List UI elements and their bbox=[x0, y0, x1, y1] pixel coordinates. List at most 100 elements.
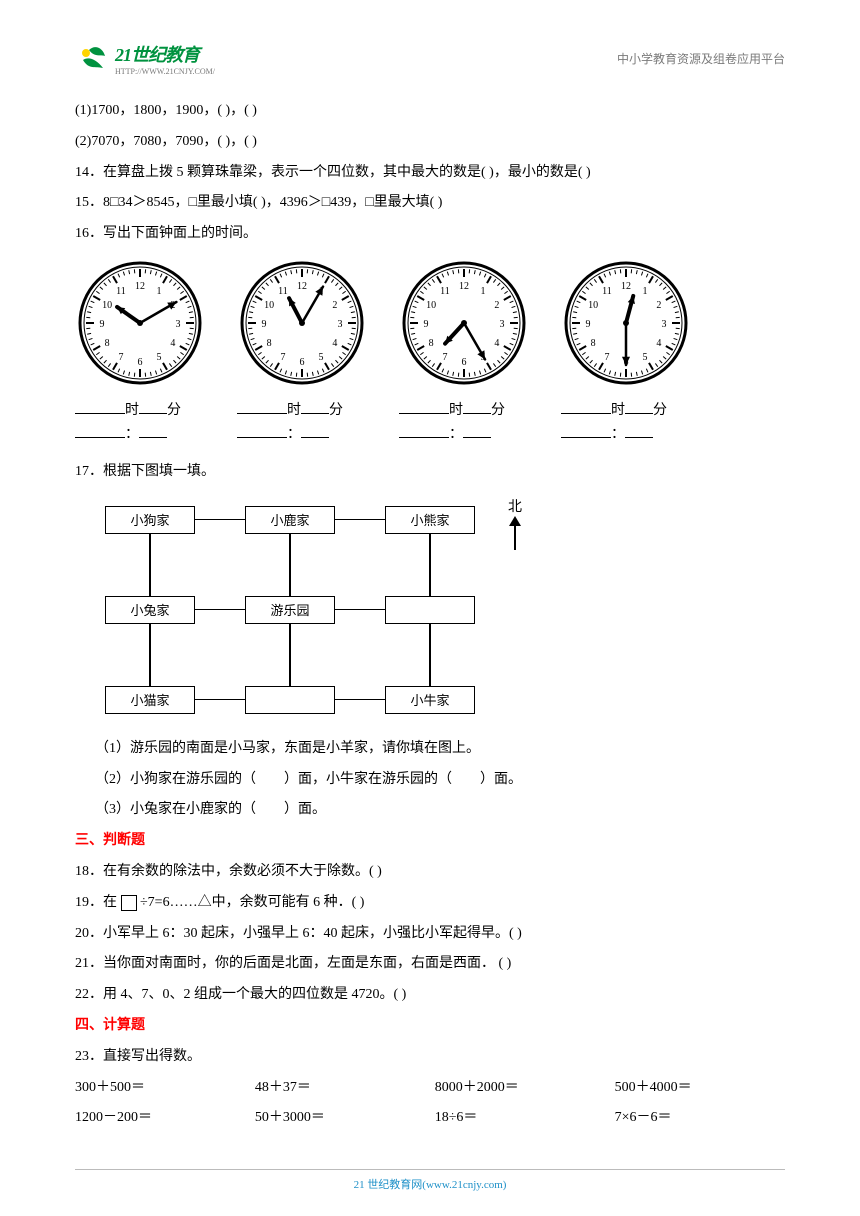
clock: 123456789101112 bbox=[75, 258, 205, 393]
svg-text:10: 10 bbox=[588, 300, 598, 311]
time-cell: ： bbox=[561, 423, 691, 443]
clocks-row: 1234567891011121234567891011121234567891… bbox=[75, 258, 785, 393]
north-arrow-icon bbox=[505, 516, 525, 552]
svg-text:3: 3 bbox=[338, 319, 343, 330]
svg-text:2: 2 bbox=[656, 300, 661, 311]
map-node: 游乐园 bbox=[245, 596, 335, 624]
svg-text:7: 7 bbox=[443, 352, 448, 363]
svg-text:6: 6 bbox=[138, 357, 143, 368]
grid: 小狗家小鹿家小熊家小兔家游乐园小猫家小牛家 bbox=[95, 496, 475, 726]
logo: 21世纪教育 HTTP://WWW.21CNJY.COM/ bbox=[75, 40, 215, 76]
map-node bbox=[245, 686, 335, 714]
svg-text:7: 7 bbox=[281, 352, 286, 363]
svg-text:9: 9 bbox=[100, 319, 105, 330]
map-edge bbox=[195, 699, 245, 701]
svg-text:2: 2 bbox=[332, 300, 337, 311]
map-node bbox=[385, 596, 475, 624]
svg-text:4: 4 bbox=[656, 338, 661, 349]
svg-text:10: 10 bbox=[102, 300, 112, 311]
svg-text:4: 4 bbox=[494, 338, 499, 349]
calc-cell: 7×6－6＝ bbox=[615, 1103, 785, 1134]
section-3-title: 三、判断题 bbox=[75, 826, 785, 857]
calc-cell: 500＋4000＝ bbox=[615, 1073, 785, 1104]
svg-text:8: 8 bbox=[105, 338, 110, 349]
q20: 20．小军早上 6：30 起床，小强早上 6：40 起床，小强比小军起得早。( … bbox=[75, 919, 785, 950]
svg-text:10: 10 bbox=[264, 300, 274, 311]
svg-text:9: 9 bbox=[262, 319, 267, 330]
q23-title: 23．直接写出得数。 bbox=[75, 1042, 785, 1073]
map-node: 小狗家 bbox=[105, 506, 195, 534]
svg-text:2: 2 bbox=[494, 300, 499, 311]
svg-text:11: 11 bbox=[440, 286, 450, 297]
time-cell: ： bbox=[75, 423, 205, 443]
svg-text:9: 9 bbox=[586, 319, 591, 330]
square-box-icon bbox=[121, 895, 137, 911]
time-cell: 时分 bbox=[237, 399, 367, 419]
header-platform: 中小学教育资源及组卷应用平台 bbox=[617, 50, 785, 67]
map-edge bbox=[289, 624, 291, 686]
q17-title: 17．根据下图填一填。 bbox=[75, 457, 785, 488]
q18: 18．在有余数的除法中，余数必须不大于除数。( ) bbox=[75, 857, 785, 888]
calc-cell: 50＋3000＝ bbox=[255, 1103, 425, 1134]
map-edge bbox=[195, 519, 245, 521]
calc-cell: 48＋37＝ bbox=[255, 1073, 425, 1104]
svg-text:3: 3 bbox=[500, 319, 505, 330]
calc-row-2: 1200－200＝ 50＋3000＝ 18÷6＝ 7×6－6＝ bbox=[75, 1103, 785, 1134]
q22: 22．用 4、7、0、2 组成一个最大的四位数是 4720。( ) bbox=[75, 980, 785, 1011]
svg-text:6: 6 bbox=[300, 357, 305, 368]
map-node: 小猫家 bbox=[105, 686, 195, 714]
svg-text:1: 1 bbox=[157, 286, 162, 297]
map-edge bbox=[335, 699, 385, 701]
north-label: 北 bbox=[505, 496, 525, 516]
calc-row-1: 300＋500＝ 48＋37＝ 8000＋2000＝ 500＋4000＝ bbox=[75, 1073, 785, 1104]
calc-cell: 300＋500＝ bbox=[75, 1073, 245, 1104]
svg-text:6: 6 bbox=[462, 357, 467, 368]
svg-text:5: 5 bbox=[319, 352, 324, 363]
time-row-2: ： ： ： ： bbox=[75, 423, 785, 443]
q19: 19．在 ÷7=6……△中，余数可能有 6 种．( ) bbox=[75, 888, 785, 919]
map-edge bbox=[335, 609, 385, 611]
map-node: 小牛家 bbox=[385, 686, 475, 714]
map-edge bbox=[149, 534, 151, 596]
svg-text:11: 11 bbox=[278, 286, 288, 297]
q17-sub-1: （1）游乐园的南面是小马家，东面是小羊家，请你填在图上。 bbox=[95, 734, 785, 765]
clock: 123456789101112 bbox=[399, 258, 529, 393]
q13-a: (1)1700，1800，1900，( )，( ) bbox=[75, 96, 785, 127]
svg-text:12: 12 bbox=[297, 281, 307, 292]
clock: 123456789101112 bbox=[561, 258, 691, 393]
header: 21世纪教育 HTTP://WWW.21CNJY.COM/ 中小学教育资源及组卷… bbox=[75, 40, 785, 76]
q19-a: 19．在 bbox=[75, 895, 117, 910]
logo-icon bbox=[75, 40, 111, 76]
svg-text:1: 1 bbox=[643, 286, 648, 297]
footer: 21 世纪教育网(www.21cnjy.com) bbox=[75, 1169, 785, 1192]
map-node: 小兔家 bbox=[105, 596, 195, 624]
logo-text: 21世纪教育 HTTP://WWW.21CNJY.COM/ bbox=[115, 41, 215, 76]
svg-text:4: 4 bbox=[332, 338, 337, 349]
svg-text:11: 11 bbox=[602, 286, 612, 297]
q16-title: 16．写出下面钟面上的时间。 bbox=[75, 219, 785, 250]
map-edge bbox=[429, 624, 431, 686]
time-row-1: 时分 时分 时分 时分 bbox=[75, 399, 785, 419]
svg-text:3: 3 bbox=[662, 319, 667, 330]
north-indicator: 北 bbox=[505, 496, 525, 557]
svg-text:7: 7 bbox=[119, 352, 124, 363]
time-cell: 时分 bbox=[75, 399, 205, 419]
map-edge bbox=[149, 624, 151, 686]
svg-text:5: 5 bbox=[643, 352, 648, 363]
svg-text:7: 7 bbox=[605, 352, 610, 363]
map-edge bbox=[429, 534, 431, 596]
svg-text:12: 12 bbox=[621, 281, 631, 292]
svg-text:4: 4 bbox=[170, 338, 175, 349]
logo-title: 21世纪教育 bbox=[115, 41, 215, 67]
calc-cell: 8000＋2000＝ bbox=[435, 1073, 605, 1104]
time-cell: 时分 bbox=[399, 399, 529, 419]
section-4-title: 四、计算题 bbox=[75, 1011, 785, 1042]
time-cell: ： bbox=[237, 423, 367, 443]
clock: 123456789101112 bbox=[237, 258, 367, 393]
svg-text:8: 8 bbox=[429, 338, 434, 349]
logo-url: HTTP://WWW.21CNJY.COM/ bbox=[115, 67, 215, 76]
svg-text:10: 10 bbox=[426, 300, 436, 311]
q15: 15．8□34＞8545，□里最小填( )，4396＞□439，□里最大填( ) bbox=[75, 188, 785, 219]
time-cell: ： bbox=[399, 423, 529, 443]
svg-text:1: 1 bbox=[481, 286, 486, 297]
